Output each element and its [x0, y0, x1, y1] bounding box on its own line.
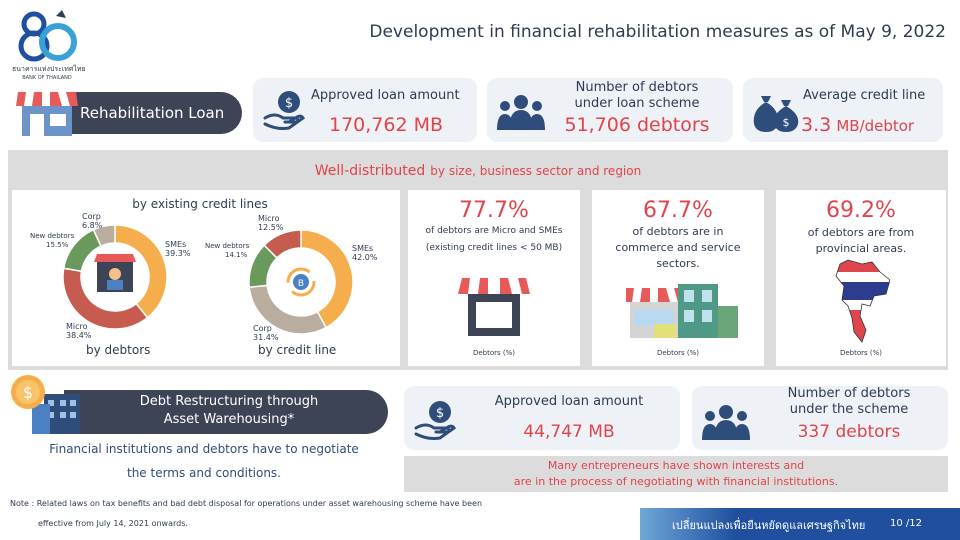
donut1-label-new: New debtors 15.5%	[30, 232, 75, 249]
stat2-line1: of debtors are in	[632, 225, 724, 238]
donut-chart-by-credit-line	[248, 229, 354, 335]
distribution-headline-rest: by size, business sector and region	[430, 164, 642, 178]
warehousing-debtors-label-2: under the scheme	[789, 402, 909, 417]
donut2-caption: by credit line	[258, 343, 337, 357]
warehousing-interest-box	[404, 456, 948, 492]
donut1-label-micro: Micro 38.4%	[66, 322, 92, 340]
donut1-caption: by debtors	[86, 343, 151, 357]
donut2-label-new: New debtors 14.1%	[205, 242, 250, 259]
svg-text:$: $	[783, 116, 790, 129]
distribution-headline: Well-distributed by size, business secto…	[8, 160, 948, 179]
warehousing-label-1: Debt Restructuring through	[139, 394, 319, 409]
stat2-line3: sectors.	[656, 257, 700, 270]
stat1-footnote: Debtors (%)	[472, 349, 516, 357]
footer-bar: เปลี่ยนแปลงเพื่อยืนหยัดดูแลเศรษฐกิจไทย 1…	[640, 508, 960, 540]
stat3-line1: of debtors are from	[807, 226, 915, 239]
stat1-line1: of debtors are Micro and SMEs	[425, 226, 563, 236]
warehousing-debtors-card: Number of debtors under the scheme 337 d…	[692, 386, 948, 450]
rehab-banner: Rehabilitation Loan	[16, 88, 242, 138]
logo-org-th: ธนาคารแห่งประเทศไทย	[12, 65, 86, 73]
stat3-line2: provincial areas.	[815, 242, 907, 255]
logo-org-en: BANK OF THAILAND	[22, 75, 72, 81]
stat3-value: 69.2%	[826, 198, 896, 223]
rehab-approved-value: 170,762 MB	[329, 114, 444, 136]
donut2-label-micro: Micro 12.5%	[258, 214, 284, 232]
donut-title: by existing credit lines	[132, 197, 268, 211]
page-title: Development in financial rehabilitation …	[369, 22, 946, 42]
donut1-label-smes: SMEs 39.3%	[165, 240, 191, 258]
commerce-buildings-icon	[626, 284, 738, 338]
svg-text:$: $	[23, 383, 33, 402]
donut-slice-micro	[263, 229, 302, 260]
people-group-icon	[497, 95, 545, 130]
shop-owner-icon	[94, 254, 136, 292]
donut1-label-corp: Corp 6.8%	[82, 212, 103, 230]
coin-cycle-icon: B	[286, 267, 316, 297]
donut-charts: B	[62, 224, 354, 335]
rehab-approved-label: Approved loan amount	[311, 88, 460, 103]
warehousing-approved-label: Approved loan amount	[494, 394, 644, 409]
rehab-debtors-value: 51,706 debtors	[564, 114, 710, 136]
thailand-map-icon	[835, 259, 890, 343]
donut-chart-by-debtors	[62, 224, 168, 330]
warehousing-note-1: Financial institutions and debtors have …	[49, 442, 359, 456]
warehousing-debtors-value: 337 debtors	[797, 422, 901, 442]
rehab-avg-card: $ Average credit line 3.3 MB/debtor	[743, 78, 943, 142]
stat3-footnote: Debtors (%)	[839, 349, 883, 357]
rehab-debtors-label-2: under loan scheme	[574, 96, 700, 111]
footnote-1: Note : Related laws on tax benefits and …	[10, 499, 483, 508]
rehab-avg-value: 3.3	[801, 114, 832, 136]
donut2-label-corp: Corp 31.4%	[253, 324, 279, 342]
shop-icon	[16, 92, 78, 136]
svg-text:$: $	[436, 406, 444, 421]
stat2-value: 67.7%	[643, 198, 713, 223]
warehousing-approved-card: $ Approved loan amount 44,747 MB	[404, 386, 680, 450]
warehousing-note-2: the terms and conditions.	[126, 466, 281, 480]
rehab-avg-unit: MB/debtor	[836, 117, 915, 135]
rehab-approved-card: $ Approved loan amount 170,762 MB	[253, 78, 477, 142]
money-bag-icon: $	[753, 96, 799, 132]
footnote-2: effective from July 14, 2021 onwards.	[38, 519, 188, 528]
rehab-label: Rehabilitation Loan	[80, 104, 225, 122]
svg-text:B: B	[298, 279, 304, 289]
stat2-footnote: Debtors (%)	[656, 349, 700, 357]
warehousing-label-2: Asset Warehousing*	[163, 412, 295, 427]
warehousing-banner: $ Debt Restructuring through Asset Wareh…	[4, 374, 388, 436]
stat1-value: 77.7%	[459, 198, 529, 223]
storefront-icon	[458, 278, 530, 336]
warehousing-interest-2: are in the process of negotiating with f…	[513, 475, 839, 488]
footer-slogan: เปลี่ยนแปลงเพื่อยืนหยัดดูแลเศรษฐกิจไทย	[672, 519, 866, 532]
money-hand-icon: $	[414, 401, 457, 440]
page-number: 10 /12	[890, 518, 922, 529]
distribution-headline-strong: Well-distributed	[314, 163, 426, 179]
logo: ธนาคารแห่งประเทศไทย BANK OF THAILAND	[12, 6, 86, 82]
donut2-label-smes: SMEs 42.0%	[352, 244, 378, 262]
warehousing-approved-value: 44,747 MB	[523, 422, 615, 442]
donut-slice-corp	[92, 224, 116, 248]
building-coin-icon: $	[11, 375, 80, 434]
donut-slice-smes	[300, 229, 354, 329]
money-hand-icon: $	[263, 91, 306, 130]
rehab-debtors-label-1: Number of debtors	[575, 80, 699, 95]
stat2-line2: commerce and service	[615, 241, 741, 254]
warehousing-interest-1: Many entrepreneurs have shown interests …	[547, 459, 805, 472]
warehousing-debtors-label-1: Number of debtors	[787, 386, 911, 401]
people-group-icon	[702, 405, 750, 440]
rehab-avg-label: Average credit line	[803, 88, 926, 103]
svg-text:$: $	[285, 96, 293, 111]
stat1-line2: (existing credit lines < 50 MB)	[425, 243, 563, 253]
logo-emblem-icon	[18, 10, 77, 62]
rehab-debtors-card: Number of debtors under loan scheme 51,7…	[487, 78, 733, 142]
